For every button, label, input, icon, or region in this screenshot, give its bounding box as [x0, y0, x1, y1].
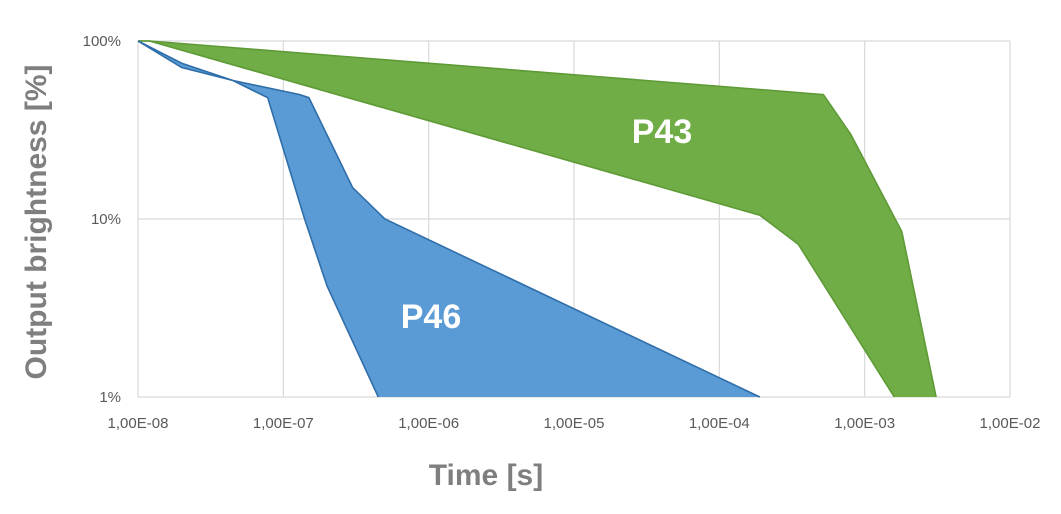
tick-labels: 1,00E-08 1,00E-07 1,00E-06 1,00E-05 1,00E-04…	[83, 33, 1041, 432]
x-tick-label: 1,00E-02	[980, 415, 1041, 432]
y-tick-label: 10%	[91, 211, 121, 228]
series-edge-p46	[137, 40, 380, 398]
series-edge-p43	[138, 40, 895, 398]
x-axis-title: Time [s]	[429, 459, 543, 492]
x-tick-label: 1,00E-06	[398, 415, 459, 432]
y-tick-label: 1%	[99, 389, 121, 406]
x-tick-label: 1,00E-04	[689, 415, 750, 432]
y-tick-label: 100%	[83, 33, 121, 50]
series-edge-p46	[137, 40, 761, 398]
y-axis-title: Output brightness [%]	[20, 65, 53, 380]
x-tick-label: 1,00E-08	[108, 415, 169, 432]
series-area-p43	[138, 41, 937, 397]
x-tick-label: 1,00E-03	[834, 415, 895, 432]
series-areas	[137, 40, 937, 398]
series-area-p46	[138, 41, 760, 397]
x-tick-label: 1,00E-05	[544, 415, 605, 432]
region-label-p43: P43	[632, 113, 693, 151]
region-label-p46: P46	[401, 298, 462, 336]
x-tick-label: 1,00E-07	[253, 415, 314, 432]
